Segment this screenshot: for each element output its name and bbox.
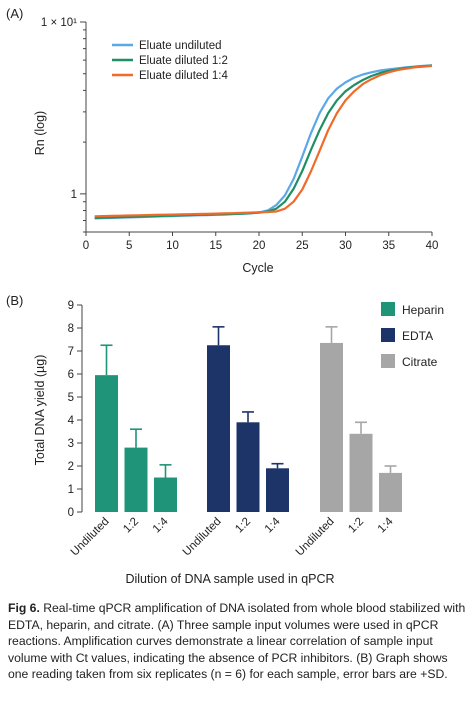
panel-b-x-tick-label: 1:2 — [121, 516, 141, 536]
panel-b-legend-label: Citrate — [402, 355, 438, 369]
panel-b-x-tick-label: Undiluted — [294, 516, 337, 559]
panel-b-legend-label: Heparin — [402, 303, 444, 317]
panel-a-y-tick-label: 1 × 10¹ — [41, 17, 77, 29]
panel-b-y-tick-label: 9 — [68, 300, 74, 312]
panel-b-bar — [266, 468, 289, 512]
panel-a-series-line — [94, 64, 433, 219]
panel-a-legend-label: Eluate diluted 1:2 — [139, 55, 228, 67]
panel-a-x-axis-label: Cycle — [242, 261, 273, 275]
panel-b-y-tick-label: 2 — [68, 461, 74, 473]
panel-b-axes: 0 1 2 3 4 5 6 7 8 9 — [68, 300, 83, 519]
panel-a-legend: Eluate undiluted Eluate diluted 1:2 Eluate… — [112, 40, 228, 82]
panel-b-x-tick-label: 1:2 — [233, 516, 253, 536]
panel-b-bar — [154, 477, 177, 512]
panel-b-y-tick-label: 8 — [68, 323, 74, 335]
panel-a-series-line — [94, 64, 433, 218]
panel-b-bar — [124, 447, 148, 512]
panel-b-y-tick-label: 4 — [68, 415, 75, 427]
panel-a-x-tick-label: 20 — [253, 240, 266, 252]
caption-text: Real-time qPCR amplification of DNA isol… — [8, 601, 466, 681]
panel-b-legend-swatch — [381, 328, 395, 342]
panel-b-label: (B) — [6, 293, 23, 308]
panel-b-x-tick-label: 1:4 — [376, 515, 396, 535]
panel-a-y-tick-label: 1 — [71, 189, 77, 201]
panel-b-legend: Heparin EDTA Citrate — [381, 302, 444, 369]
panel-a-y-axis-label: Rn (log) — [33, 111, 47, 155]
panel-a-x-tick-label: 40 — [426, 240, 439, 252]
panel-a: (A) Rn (log) Cycle 0 5 10 15 20 25 30 35 40 1 1 × … — [6, 6, 438, 275]
panel-a-x-tick-label: 25 — [296, 240, 309, 252]
panel-b-x-tick-label: 1:2 — [346, 516, 366, 536]
panel-a-label: (A) — [6, 6, 23, 21]
caption-label: Fig 6. — [8, 601, 40, 615]
panel-b-y-tick-label: 1 — [68, 484, 74, 496]
panel-b-x-tick-label: Undiluted — [69, 516, 112, 559]
panel-b-bar — [95, 375, 118, 512]
panel-b-y-tick-label: 6 — [68, 369, 74, 381]
panel-b-y-tick-label: 0 — [68, 507, 74, 519]
panel-b-x-tick-label: 1:4 — [263, 515, 283, 535]
panel-a-legend-label: Eluate diluted 1:4 — [139, 70, 228, 82]
panel-b-x-tick-label: Undiluted — [181, 516, 224, 559]
panel-a-x-tick-label: 10 — [166, 240, 179, 252]
panel-b-bar — [207, 345, 230, 512]
panel-b-x-tick-label: 1:4 — [151, 515, 171, 535]
panel-a-x-tick-label: 15 — [209, 240, 222, 252]
panel-a-axes: 0 5 10 15 20 25 30 35 40 1 1 × 10¹ — [41, 17, 439, 252]
panel-b-x-axis-label: Dilution of DNA sample used in qPCR — [125, 572, 334, 586]
panel-b-bar — [379, 472, 402, 512]
panel-a-legend-label: Eluate undiluted — [139, 40, 221, 52]
panel-b-legend-swatch — [381, 354, 395, 368]
panel-b-y-tick-label: 3 — [68, 438, 74, 450]
figure-caption: Fig 6. Real-time qPCR amplification of D… — [8, 600, 466, 683]
panel-b-legend-label: EDTA — [402, 329, 433, 343]
panel-a-x-tick-label: 30 — [339, 240, 352, 252]
panel-b-bar — [320, 342, 343, 512]
panel-b-y-tick-label: 5 — [68, 392, 74, 404]
panel-a-x-tick-label: 35 — [382, 240, 395, 252]
panel-b-bar — [236, 422, 260, 512]
panel-b: (B) Total DNA yield (µg) Dilution of DNA… — [6, 293, 444, 586]
panel-a-x-tick-label: 0 — [83, 240, 89, 252]
panel-a-series-line — [94, 64, 433, 220]
panel-a-series — [94, 64, 433, 220]
panel-b-bars: Undiluted 1:2 1:4 Undiluted 1:2 1:4 Undiluted 1… — [69, 326, 402, 559]
panel-b-y-axis-label: Total DNA yield (µg) — [33, 355, 47, 466]
panel-b-legend-swatch — [381, 302, 395, 316]
panel-a-x-tick-label: 5 — [126, 240, 132, 252]
panel-b-y-tick-label: 7 — [68, 346, 74, 358]
panel-b-bar — [349, 433, 373, 512]
